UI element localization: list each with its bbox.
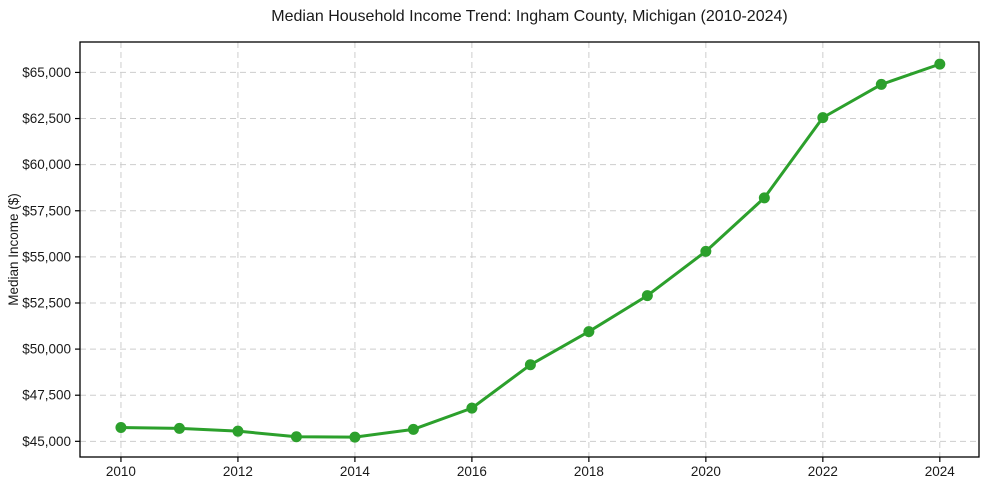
data-point-2017 bbox=[524, 359, 536, 371]
data-point-2015 bbox=[407, 423, 419, 435]
y-tick-label: $62,500 bbox=[22, 111, 71, 126]
x-tick-label: 2016 bbox=[457, 464, 487, 479]
x-tick-label: 2018 bbox=[574, 464, 604, 479]
axis-tick-labels: $45,000 $47,500 $50,000 $52,500 $55,000 $57,5… bbox=[22, 65, 955, 479]
data-point-2018 bbox=[583, 326, 595, 338]
data-series bbox=[115, 58, 946, 443]
y-tick-label: $60,000 bbox=[22, 157, 71, 172]
data-point-2013 bbox=[290, 431, 302, 443]
y-tick-label: $57,500 bbox=[22, 203, 71, 218]
y-tick-label: $45,000 bbox=[22, 434, 71, 449]
x-tick-label: 2024 bbox=[925, 464, 956, 479]
data-point-2022 bbox=[817, 112, 829, 124]
x-tick-label: 2020 bbox=[691, 464, 721, 479]
data-point-2011 bbox=[173, 422, 185, 434]
data-point-2014 bbox=[349, 431, 361, 443]
x-tick-label: 2010 bbox=[106, 464, 136, 479]
data-point-2016 bbox=[466, 402, 478, 414]
axis-ticks bbox=[75, 71, 941, 462]
y-tick-label: $47,500 bbox=[22, 388, 71, 403]
data-point-2012 bbox=[232, 425, 244, 437]
chart-title: Median Household Income Trend: Ingham Co… bbox=[271, 8, 787, 25]
data-point-2024 bbox=[934, 58, 946, 70]
x-tick-label: 2022 bbox=[808, 464, 838, 479]
y-axis-label: Median Income ($) bbox=[6, 193, 21, 306]
gridlines bbox=[80, 42, 979, 457]
y-tick-label: $65,000 bbox=[22, 65, 71, 80]
plot-border bbox=[79, 41, 980, 458]
data-point-2019 bbox=[641, 290, 653, 302]
y-tick-label: $50,000 bbox=[22, 342, 71, 357]
y-tick-label: $55,000 bbox=[22, 249, 71, 264]
x-tick-label: 2012 bbox=[223, 464, 253, 479]
data-point-2021 bbox=[758, 192, 770, 204]
trend-line bbox=[119, 62, 942, 439]
data-point-2023 bbox=[875, 78, 887, 90]
y-tick-label: $52,500 bbox=[22, 295, 71, 310]
x-tick-label: 2014 bbox=[340, 464, 371, 479]
data-point-2010 bbox=[115, 421, 127, 433]
data-point-2020 bbox=[700, 245, 712, 257]
